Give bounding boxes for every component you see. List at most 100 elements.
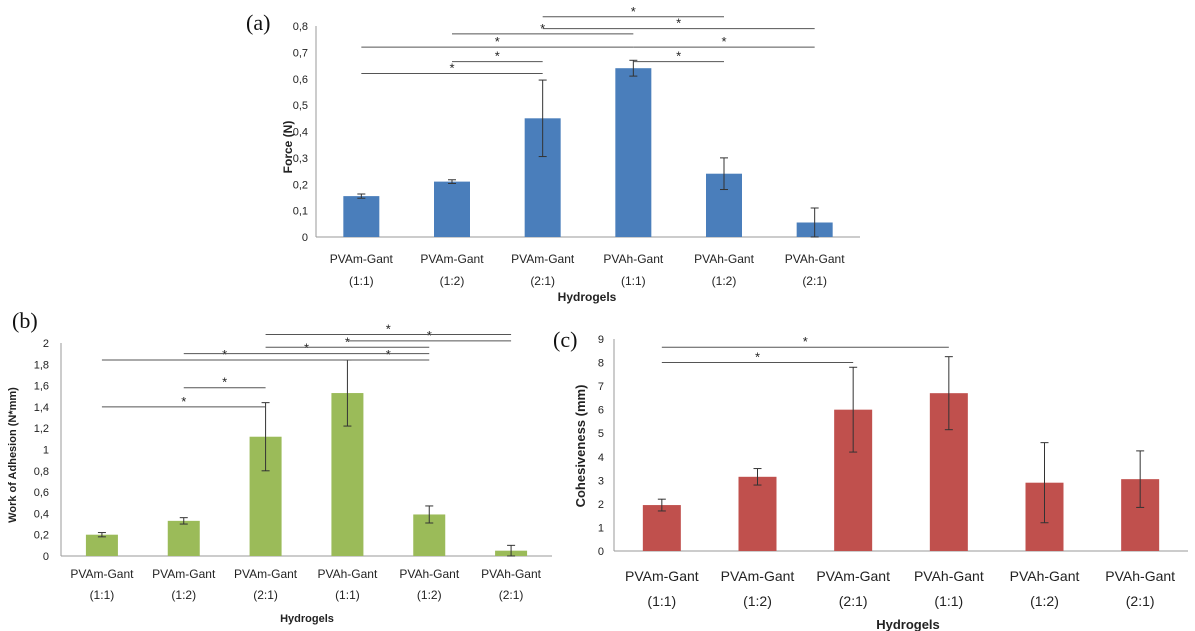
- category-label-b-2: PVAm-Gant: [152, 567, 216, 581]
- significance-star-a: *: [449, 60, 454, 75]
- y-tick-label-a: 0: [302, 232, 308, 244]
- y-tick-label-c: 5: [598, 428, 604, 440]
- y-tick-label-b: 0: [43, 551, 49, 563]
- y-tick-label-a: 0,2: [293, 179, 308, 191]
- y-axis-title-a: Force (N): [281, 121, 295, 174]
- significance-star-c: *: [803, 334, 808, 349]
- significance-star-b: *: [222, 375, 227, 390]
- chart-b: (b) Work of Adhesion (N*mm) Hydrogels 0 0…: [7, 308, 552, 625]
- significance-star-a: *: [676, 49, 681, 64]
- significance-star-b: *: [222, 347, 227, 362]
- y-tick-label-b: 0,4: [34, 508, 49, 520]
- y-tick-label-c: 0: [598, 546, 604, 558]
- category-ratio-c-5: (1:2): [1030, 593, 1059, 609]
- category-label-c-4: PVAh-Gant: [914, 568, 984, 584]
- bar-a-4: [615, 68, 652, 237]
- y-tick-label-b: 1,8: [34, 359, 49, 371]
- y-tick-label-a: 0,3: [293, 153, 308, 165]
- y-tick-label-c: 6: [598, 405, 604, 417]
- panel-label-c: (c): [553, 327, 577, 352]
- y-tick-label-b: 1: [43, 445, 49, 457]
- panel-label-a: (a): [246, 10, 270, 35]
- category-ratio-b-4: (1:1): [335, 588, 360, 602]
- bar-a-1: [343, 196, 380, 237]
- significance-star-b: *: [386, 321, 391, 336]
- category-label-a-4: PVAh-Gant: [603, 252, 663, 266]
- significance-star-b: *: [386, 347, 391, 362]
- category-ratio-b-6: (2:1): [499, 588, 524, 602]
- x-axis-title-c: Hydrogels: [876, 617, 940, 631]
- category-ratio-a-4: (1:1): [621, 274, 646, 288]
- y-axis-title-c: Cohesiveness (mm): [573, 385, 588, 508]
- category-label-c-5: PVAh-Gant: [1010, 568, 1080, 584]
- y-tick-label-c: 3: [598, 475, 604, 487]
- category-ratio-a-3: (2:1): [530, 274, 555, 288]
- panel-label-b: (b): [12, 308, 38, 333]
- significance-star-a: *: [721, 34, 726, 49]
- y-tick-label-b: 1,6: [34, 381, 49, 393]
- y-tick-label-c: 2: [598, 499, 604, 511]
- x-axis-title-b: Hydrogels: [280, 613, 334, 625]
- y-tick-label-c: 9: [598, 334, 604, 346]
- y-tick-label-a: 0,8: [293, 21, 308, 33]
- y-tick-label-c: 1: [598, 522, 604, 534]
- category-label-c-1: PVAm-Gant: [625, 568, 699, 584]
- bar-c-2: [738, 476, 777, 551]
- bar-a-2: [434, 181, 470, 237]
- category-label-c-2: PVAm-Gant: [721, 568, 795, 584]
- y-tick-label-b: 1,2: [34, 423, 49, 435]
- category-label-b-4: PVAh-Gant: [318, 567, 378, 581]
- category-ratio-a-1: (1:1): [349, 274, 374, 288]
- category-ratio-c-1: (1:1): [647, 593, 676, 609]
- significance-star-b: *: [181, 394, 186, 409]
- significance-star-a: *: [631, 4, 636, 19]
- chart-c: (c) Cohesiveness (mm) Hydrogels 0 1 2 3 4 5 6 7…: [553, 327, 1188, 631]
- y-tick-label-b: 2: [43, 338, 49, 350]
- y-tick-label-a: 0,7: [293, 47, 308, 59]
- category-label-b-3: PVAm-Gant: [234, 567, 298, 581]
- category-label-a-5: PVAh-Gant: [694, 252, 754, 266]
- significance-star-b: *: [304, 341, 309, 356]
- chart-a: (a) Force (N) Hydrogels 0 0,1 0,2 0,3 0,4 0,5…: [246, 4, 860, 304]
- bar-b-1: [85, 534, 118, 556]
- category-label-a-1: PVAm-Gant: [330, 252, 394, 266]
- category-ratio-c-2: (1:2): [743, 593, 772, 609]
- bar-b-2: [167, 520, 200, 556]
- y-tick-label-b: 0,2: [34, 530, 49, 542]
- y-tick-label-a: 0,4: [293, 127, 308, 139]
- category-ratio-a-6: (2:1): [802, 274, 827, 288]
- category-ratio-c-3: (2:1): [839, 593, 868, 609]
- significance-star-a: *: [676, 16, 681, 31]
- y-tick-label-a: 0,5: [293, 100, 308, 112]
- category-ratio-b-1: (1:1): [90, 588, 115, 602]
- category-label-b-1: PVAm-Gant: [70, 567, 134, 581]
- category-ratio-b-2: (1:2): [171, 588, 196, 602]
- category-label-b-6: PVAh-Gant: [481, 567, 541, 581]
- bar-c-1: [642, 505, 681, 551]
- y-tick-label-b: 0,6: [34, 487, 49, 499]
- significance-star-a: *: [495, 34, 500, 49]
- y-tick-label-a: 0,6: [293, 74, 308, 86]
- category-label-c-3: PVAm-Gant: [816, 568, 890, 584]
- y-tick-label-c: 8: [598, 358, 604, 370]
- significance-star-b: *: [427, 328, 432, 343]
- category-label-a-6: PVAh-Gant: [785, 252, 845, 266]
- y-axis-title-b: Work of Adhesion (N*mm): [7, 387, 19, 523]
- category-label-a-3: PVAm-Gant: [511, 252, 575, 266]
- category-ratio-c-6: (2:1): [1126, 593, 1155, 609]
- category-ratio-a-2: (1:2): [440, 274, 465, 288]
- category-ratio-b-5: (1:2): [417, 588, 442, 602]
- x-axis-title-a: Hydrogels: [558, 290, 617, 304]
- y-tick-label-b: 0,8: [34, 466, 49, 478]
- category-label-a-2: PVAm-Gant: [420, 252, 484, 266]
- category-label-b-5: PVAh-Gant: [399, 567, 459, 581]
- significance-star-b: *: [345, 334, 350, 349]
- category-label-c-6: PVAh-Gant: [1105, 568, 1175, 584]
- y-tick-label-a: 0,1: [293, 206, 308, 218]
- y-tick-label-c: 7: [598, 381, 604, 393]
- significance-star-a: *: [495, 49, 500, 64]
- y-tick-label-c: 4: [598, 452, 604, 464]
- significance-star-c: *: [755, 350, 760, 365]
- category-ratio-b-3: (2:1): [253, 588, 278, 602]
